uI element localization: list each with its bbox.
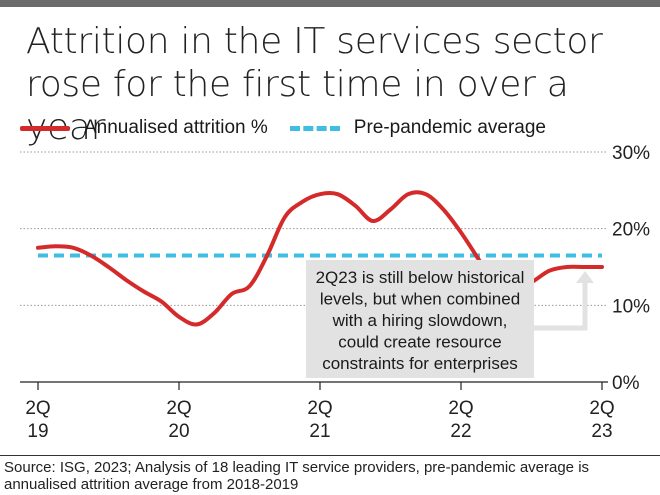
x-tick-label: 2Q xyxy=(25,398,50,419)
legend-swatch-attrition xyxy=(20,125,70,131)
annotation-arrow xyxy=(534,281,588,331)
x-tick-label: 2Q xyxy=(589,398,614,419)
legend-item-average: Pre-pandemic average xyxy=(289,117,546,139)
x-tick-label: 23 xyxy=(591,421,612,442)
y-tick-label: 20% xyxy=(612,220,650,241)
legend-item-attrition: Annualised attrition % xyxy=(20,117,268,139)
x-tick-label: 20 xyxy=(168,421,189,442)
legend-label-attrition: Annualised attrition % xyxy=(84,117,268,138)
source-note: Source: ISG, 2023; Analysis of 18 leadin… xyxy=(0,455,660,493)
x-tick-label: 2Q xyxy=(448,398,473,419)
annotation-box xyxy=(306,260,534,378)
annotation-text-line: could create resource xyxy=(338,333,501,352)
y-tick-label: 30% xyxy=(612,143,650,164)
x-tick-label: 21 xyxy=(309,421,330,442)
annotation-arrowhead xyxy=(576,271,594,283)
legend: Annualised attrition % Pre-pandemic aver… xyxy=(20,115,568,141)
annotation-text-line: with a hiring slowdown, xyxy=(332,311,508,330)
x-tick-label: 19 xyxy=(27,421,48,442)
y-tick-label: 10% xyxy=(612,296,650,317)
annotation-text-line: 2Q23 is still below historical xyxy=(316,268,525,287)
annotation-text-line: levels, but when combined xyxy=(320,290,520,309)
x-tick-label: 2Q xyxy=(166,398,191,419)
y-tick-label: 0% xyxy=(612,373,640,394)
annotation-text-line: constraints for enterprises xyxy=(322,354,518,373)
chart-title: Attrition in the IT services sector rose… xyxy=(26,21,603,148)
x-tick-label: 22 xyxy=(450,421,471,442)
legend-swatch-average xyxy=(289,125,340,131)
x-tick-label: 2Q xyxy=(307,398,332,419)
legend-label-average: Pre-pandemic average xyxy=(353,117,546,138)
top-bar xyxy=(0,0,660,7)
